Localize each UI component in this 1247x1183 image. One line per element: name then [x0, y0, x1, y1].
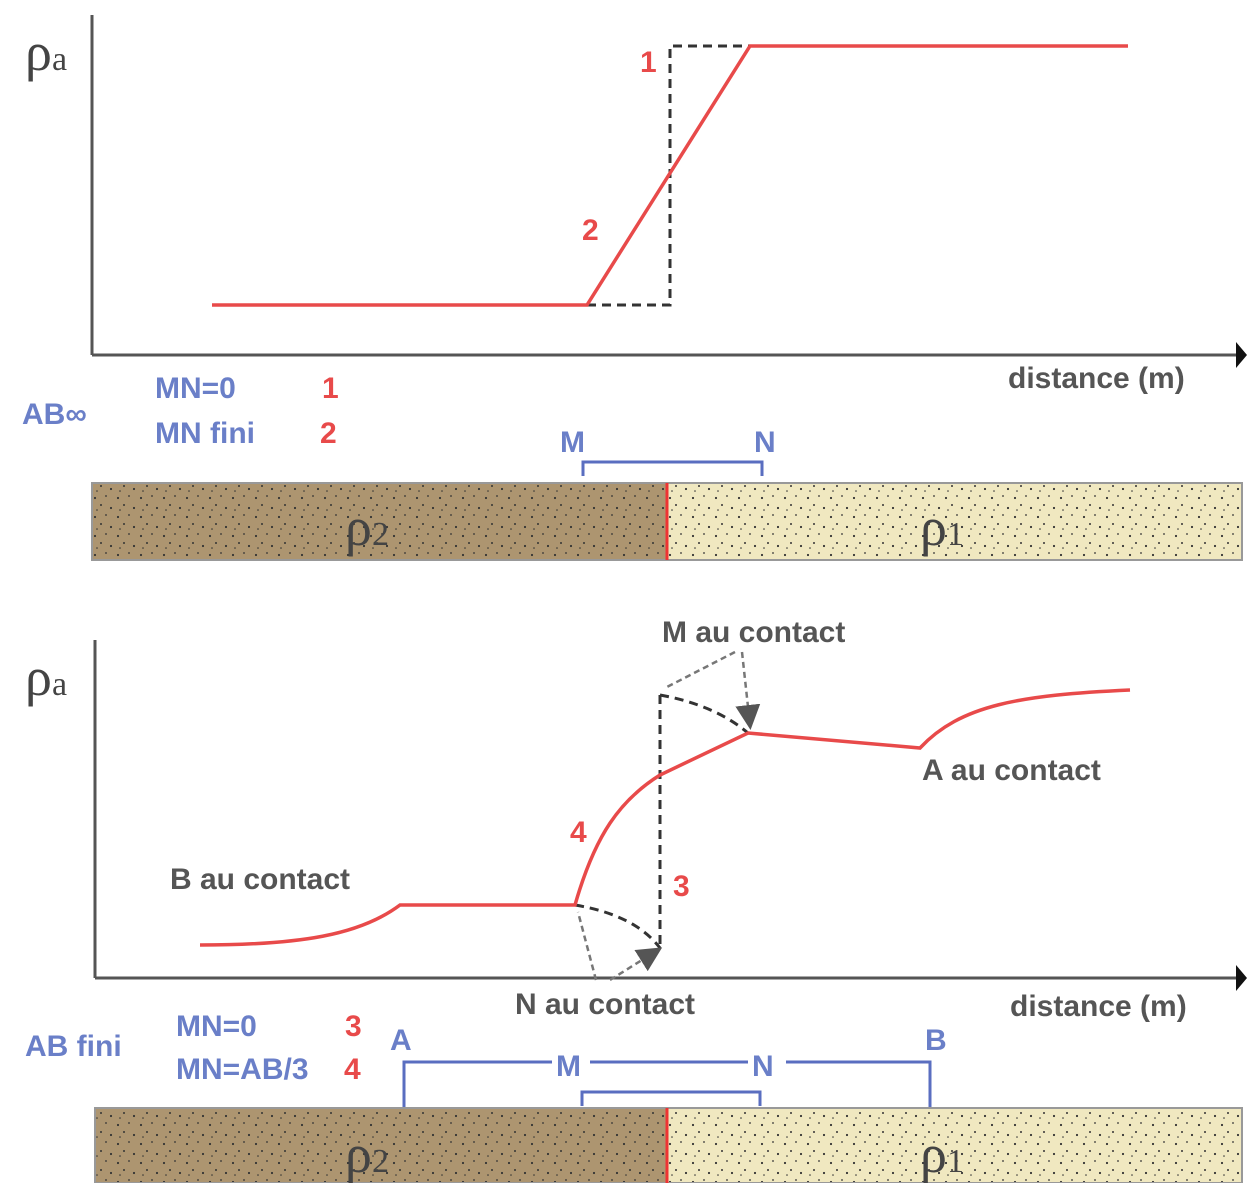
electrode: B: [925, 1024, 947, 1057]
annotation: N au contact: [515, 988, 695, 1021]
legend-text: MN=AB/3: [176, 1053, 309, 1086]
curve-label: 4: [570, 816, 587, 849]
layer-label: ρ2: [345, 1124, 389, 1183]
legend-text: MN=0: [176, 1010, 257, 1043]
electrode: M: [560, 426, 585, 459]
electrode: N: [754, 426, 776, 459]
annotation: B au contact: [170, 863, 350, 896]
top-panel: ρa 1 2 distance (m) AB∞ MN=0 1 MN fini 2…: [22, 15, 1247, 561]
pointer: [576, 911, 658, 982]
x-label: distance (m): [1008, 362, 1185, 395]
curve-label: 1: [640, 46, 657, 79]
curve-4: [199, 688, 1131, 947]
ab-wire: [402, 1060, 932, 1108]
layer-label: ρ1: [920, 497, 964, 557]
curve-label: 2: [582, 214, 599, 247]
electrode: A: [390, 1024, 412, 1057]
axis-arrow: [1236, 965, 1247, 991]
curve-label: 3: [673, 870, 690, 903]
electrode: M: [556, 1050, 581, 1083]
legend-id: 3: [345, 1010, 362, 1043]
y-label: ρa: [25, 22, 67, 82]
legend-text: MN fini: [155, 417, 255, 450]
axis-arrow: [1236, 342, 1247, 368]
y-label: ρa: [25, 647, 67, 707]
annotation: A au contact: [922, 754, 1101, 787]
annotation: M au contact: [662, 616, 845, 649]
x-label: distance (m): [1010, 990, 1187, 1023]
legend-id: 1: [322, 372, 339, 405]
curve-3: [574, 693, 749, 949]
legend-text: MN=0: [155, 372, 236, 405]
pointer: [664, 650, 750, 725]
legend-config: AB fini: [25, 1030, 122, 1063]
electrode: N: [752, 1050, 774, 1083]
curve-2: [212, 44, 1128, 307]
layer-label: ρ1: [920, 1124, 964, 1183]
legend-id: 4: [344, 1053, 361, 1086]
mn-bracket: [581, 460, 764, 476]
legend-id: 2: [320, 417, 337, 450]
legend-config: AB∞: [22, 398, 87, 431]
mn-bracket: [580, 1090, 762, 1106]
layer-label: ρ2: [345, 497, 389, 557]
bottom-panel: ρa M au contact A au contact B au contac…: [25, 616, 1247, 1183]
